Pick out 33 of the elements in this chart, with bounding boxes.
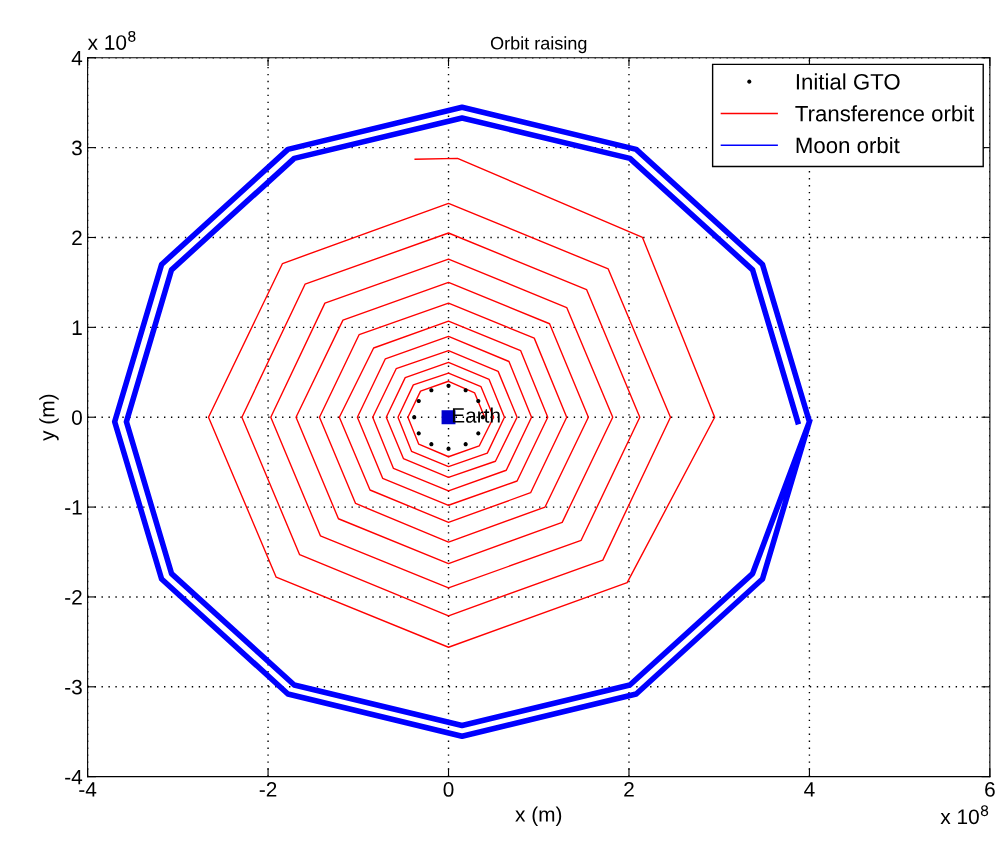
point — [463, 442, 468, 447]
text: x 10$^{8}$ — [940, 805, 989, 825]
point — [412, 415, 417, 420]
point — [476, 398, 481, 404]
y-axis-title: y (m) — [39, 394, 59, 441]
x-tick-label: 0 — [443, 782, 454, 797]
y-tick-label: 2 — [72, 230, 82, 246]
x-tick-label: 2 — [624, 782, 634, 797]
y-tick-label: 4 — [71, 50, 83, 66]
legend-label: Transference orbit — [795, 105, 975, 122]
x-tick-label: -2 — [259, 782, 277, 797]
x-tick-label: 4 — [804, 782, 815, 797]
point — [463, 388, 468, 393]
y-tick-label: -1 — [65, 500, 82, 515]
x-tick-label: 6 — [985, 782, 995, 797]
y-tick-label: 3 — [71, 140, 82, 156]
x-axis-title: x (m) — [515, 806, 562, 826]
line-series — [207, 157, 716, 648]
y-tick-label: -2 — [65, 589, 82, 605]
point — [416, 398, 421, 404]
point — [416, 431, 421, 436]
y-tick-label: 0 — [71, 410, 82, 425]
y-tick-label: -3 — [65, 679, 82, 695]
text: x 10$^{8}$ — [87, 30, 136, 50]
point — [446, 446, 451, 451]
point — [429, 388, 434, 393]
point — [446, 383, 451, 388]
point — [429, 442, 434, 447]
point — [476, 431, 481, 436]
legend-label: Initial GTO — [796, 73, 900, 90]
y-tick-label: 1 — [72, 320, 82, 335]
legend-label: Moon orbit — [796, 136, 900, 154]
chart-title: Orbit raising — [490, 36, 587, 54]
